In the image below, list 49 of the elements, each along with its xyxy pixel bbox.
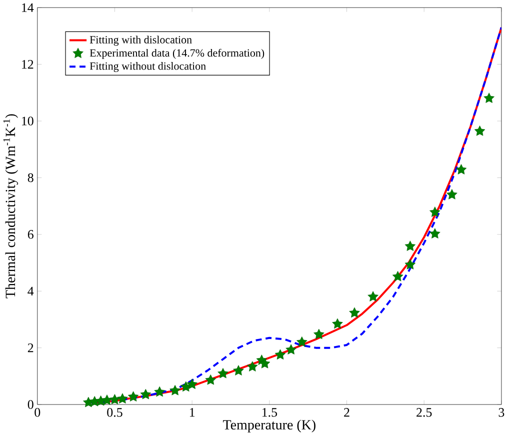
legend-label: Fitting with dislocation xyxy=(90,36,192,46)
point xyxy=(474,126,486,136)
point xyxy=(170,385,180,396)
x-tick-label: 2 xyxy=(344,408,350,417)
y-tick-label: 8 xyxy=(28,173,34,182)
point xyxy=(154,386,165,397)
point xyxy=(274,349,286,360)
y-tick-label: 14 xyxy=(22,3,34,12)
y-tick-label: 2 xyxy=(28,344,34,352)
point xyxy=(392,271,404,282)
point xyxy=(430,228,440,239)
point xyxy=(484,92,494,104)
point xyxy=(404,259,416,270)
point xyxy=(332,318,343,329)
point xyxy=(128,391,139,402)
legend-label: Fitting without dislocation xyxy=(90,62,206,72)
point xyxy=(446,189,458,200)
point xyxy=(186,378,198,390)
point xyxy=(456,164,467,175)
x-tick-label: 0.5 xyxy=(107,408,122,418)
x-tick-label: 1 xyxy=(190,408,195,417)
point xyxy=(233,365,244,376)
point xyxy=(117,393,128,404)
y-tick-label: 0 xyxy=(28,400,34,410)
point xyxy=(109,394,120,404)
point xyxy=(404,240,416,252)
point xyxy=(349,307,360,318)
legend-label: Experimental data (14.7% deformation) xyxy=(90,48,264,60)
point xyxy=(247,361,258,372)
point xyxy=(314,328,324,340)
y-axis-title: Thermal conductivity (Wm$^{-1}$K$^{-1}$) xyxy=(3,114,18,298)
x-tick-label: 1.5 xyxy=(262,408,278,417)
point xyxy=(368,291,378,302)
point xyxy=(205,374,216,385)
point xyxy=(102,394,112,405)
x-tick-label: 3 xyxy=(498,408,504,417)
y-tick-label: 6 xyxy=(28,230,34,239)
x-axis-title: Temperature (K) xyxy=(223,420,316,433)
point xyxy=(259,358,270,368)
x-tick-label: 0 xyxy=(34,408,40,417)
point xyxy=(296,336,308,347)
point xyxy=(140,389,152,400)
y-tick-label: 10 xyxy=(22,116,34,126)
x-tick-label: 2.5 xyxy=(416,408,432,417)
y-tick-label: 4 xyxy=(28,286,34,296)
point xyxy=(286,344,296,355)
y-tick-label: 12 xyxy=(22,60,34,69)
point xyxy=(218,368,228,378)
point xyxy=(430,206,440,218)
